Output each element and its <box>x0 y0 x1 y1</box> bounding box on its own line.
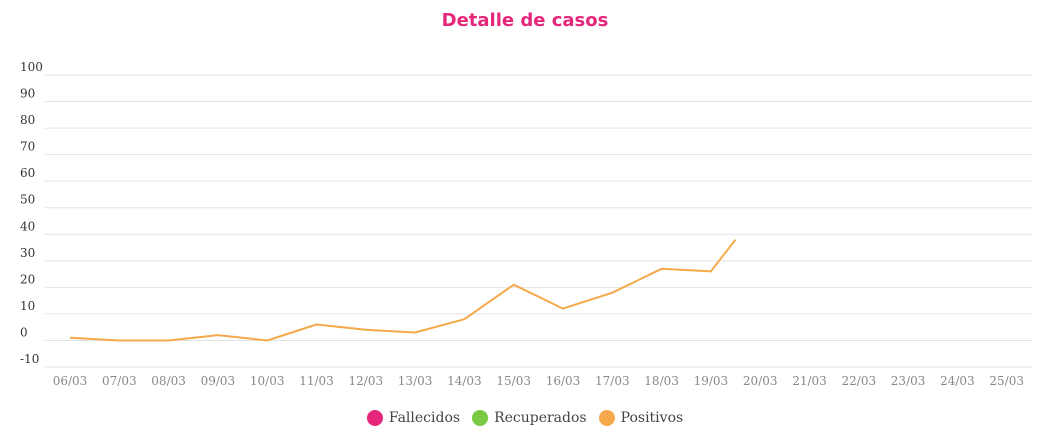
y-tick-label: 70 <box>20 140 35 154</box>
x-tick-label: 16/03 <box>546 374 581 388</box>
legend: Fallecidos Recuperados Positivos <box>0 410 1050 426</box>
legend-item-fallecidos[interactable]: Fallecidos <box>366 410 461 426</box>
x-tick-label: 21/03 <box>792 374 827 388</box>
x-tick-label: 15/03 <box>496 374 531 388</box>
x-tick-label: 10/03 <box>250 374 285 388</box>
y-tick-label: 90 <box>20 87 35 101</box>
y-tick-label: 50 <box>20 193 35 207</box>
x-tick-label: 25/03 <box>989 374 1024 388</box>
x-tick-label: 06/03 <box>53 374 88 388</box>
x-axis-ticks: 06/03 07/03 08/03 09/03 10/03 11/03 12/03 13/03… <box>53 374 1024 388</box>
series-layer <box>69 238 737 342</box>
x-tick-label: 09/03 <box>201 374 236 388</box>
legend-label-positivos: Positivos <box>620 410 684 426</box>
x-tick-label: 08/03 <box>151 374 186 388</box>
y-tick-label: 20 <box>20 272 35 286</box>
x-tick-label: 12/03 <box>349 374 384 388</box>
legend-label-fallecidos: Fallecidos <box>388 410 461 426</box>
legend-item-positivos[interactable]: Positivos <box>598 410 684 426</box>
x-tick-label: 22/03 <box>842 374 877 388</box>
legend-dot-icon <box>472 410 489 426</box>
y-tick-label: 10 <box>20 299 35 313</box>
y-tick-label: 40 <box>20 219 35 233</box>
y-tick-label: 60 <box>20 166 35 180</box>
x-tick-label: 18/03 <box>644 374 679 388</box>
grid-layer <box>45 74 1032 368</box>
x-tick-label: 17/03 <box>595 374 630 388</box>
y-tick-label: 0 <box>20 325 28 339</box>
line-chart: -10 0 10 20 30 40 50 60 70 80 90 100 06/03 07/03 08/0… <box>20 60 1032 388</box>
x-tick-label: 13/03 <box>398 374 433 388</box>
x-tick-label: 19/03 <box>694 374 729 388</box>
y-tick-label: -10 <box>20 352 39 366</box>
x-tick-label: 14/03 <box>447 374 482 388</box>
legend-dot-icon <box>598 410 615 426</box>
series-line-positivos <box>69 238 737 342</box>
y-tick-label: 100 <box>20 60 43 74</box>
x-tick-label: 07/03 <box>102 374 137 388</box>
y-tick-label: 80 <box>20 113 35 127</box>
legend-label-recuperados: Recuperados <box>494 410 587 426</box>
x-tick-label: 20/03 <box>743 374 778 388</box>
y-tick-label: 30 <box>20 246 35 260</box>
x-tick-label: 23/03 <box>891 374 926 388</box>
y-axis-ticks: -10 0 10 20 30 40 50 60 70 80 90 100 <box>20 60 43 366</box>
legend-item-recuperados[interactable]: Recuperados <box>472 410 587 426</box>
chart-title: Detalle de casos <box>441 10 609 31</box>
x-tick-label: 11/03 <box>299 374 334 388</box>
x-tick-label: 24/03 <box>940 374 975 388</box>
legend-dot-icon <box>366 410 383 426</box>
